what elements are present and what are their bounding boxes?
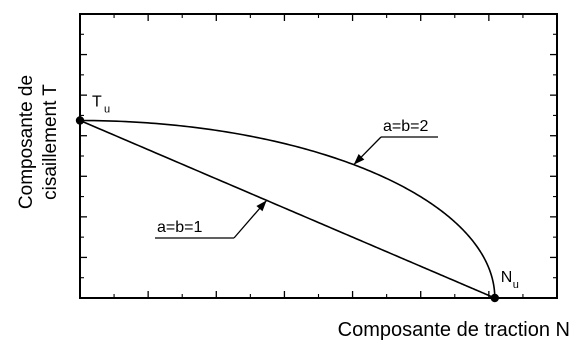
series-layer: [80, 121, 495, 299]
point-label-T: T: [92, 94, 102, 111]
plot-frame: [80, 14, 557, 298]
y-axis-label-line1: Composante de: [16, 75, 37, 209]
series-line-a=b=1: [80, 121, 495, 299]
point-label-N: N: [501, 269, 513, 286]
annotation-label-a=b=1: a=b=1: [157, 219, 202, 236]
point-marker-N: [491, 294, 499, 302]
y-axis-label: Composante de cisaillement T: [16, 75, 61, 209]
x-axis-label: Composante de traction N: [338, 319, 570, 341]
point-label-sub-T: u: [104, 104, 110, 116]
point-label-sub-N: u: [513, 279, 519, 291]
axes: [80, 14, 557, 298]
y-axis-label-line2: cisaillement T: [40, 84, 61, 200]
point-marker-T: [76, 116, 84, 124]
annotation-label-a=b=2: a=b=2: [383, 118, 428, 135]
